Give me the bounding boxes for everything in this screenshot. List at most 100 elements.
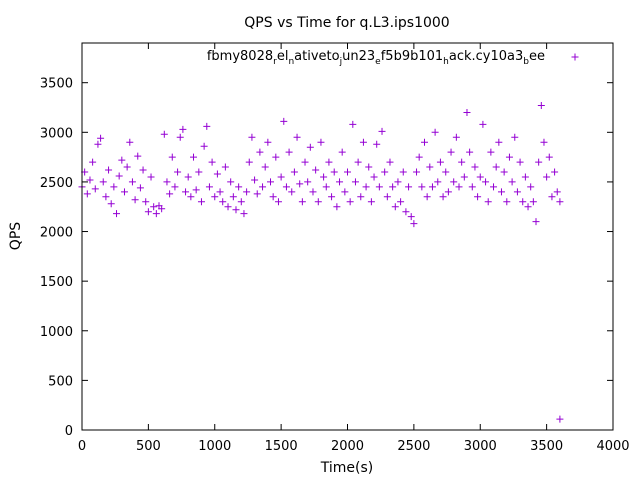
data-point: [150, 203, 158, 211]
legend-text-part: ack.cy10a3: [449, 49, 523, 64]
data-point: [290, 168, 298, 176]
data-point: [261, 163, 269, 171]
data-point: [428, 183, 436, 191]
data-point: [413, 168, 421, 176]
legend-subscript: j: [339, 57, 343, 67]
data-point: [123, 163, 131, 171]
data-point: [200, 142, 208, 150]
legend-text-part: ee: [529, 49, 545, 64]
data-point: [317, 138, 325, 146]
legend: fbmy8028relnativetojun23ef5b9b101hack.cy…: [207, 49, 579, 67]
y-tick-label: 2000: [40, 226, 73, 241]
data-point: [556, 198, 564, 206]
data-point: [543, 173, 551, 181]
data-point: [497, 188, 505, 196]
data-point: [131, 196, 139, 204]
data-point: [277, 173, 285, 181]
data-point: [298, 198, 306, 206]
data-point: [524, 203, 532, 211]
chart-title: QPS vs Time for q.L3.ips1000: [244, 15, 449, 31]
data-point: [442, 168, 450, 176]
data-point: [463, 108, 471, 116]
data-point: [184, 173, 192, 181]
data-point: [227, 178, 235, 186]
data-point: [365, 163, 373, 171]
data-point: [344, 168, 351, 176]
legend-text-part: f5b9b101: [381, 49, 443, 64]
data-point: [495, 138, 503, 146]
data-point: [259, 183, 267, 191]
data-point: [229, 193, 237, 201]
x-tick-label: 2000: [331, 439, 364, 454]
data-point: [537, 102, 545, 110]
data-point: [362, 183, 370, 191]
data-point: [357, 193, 365, 201]
data-point: [142, 198, 150, 206]
plot-area: [78, 102, 564, 423]
data-point: [375, 183, 383, 191]
data-point: [264, 138, 272, 146]
data-point: [527, 183, 535, 191]
legend-text-part: ative: [294, 49, 326, 64]
data-point: [389, 183, 397, 191]
data-point: [208, 158, 216, 166]
data-point: [120, 188, 128, 196]
data-point: [479, 120, 487, 128]
data-point: [455, 183, 463, 191]
data-point: [102, 193, 110, 201]
data-point: [351, 178, 359, 186]
data-point: [391, 203, 399, 211]
legend-text-part: t: [327, 49, 332, 64]
data-point: [370, 173, 378, 181]
data-point: [320, 173, 328, 181]
data-point: [282, 183, 290, 191]
data-point: [551, 168, 559, 176]
data-point: [309, 188, 317, 196]
data-point: [86, 176, 94, 184]
data-point: [325, 158, 333, 166]
x-axis-label: Time(s): [320, 460, 373, 476]
data-point: [399, 168, 407, 176]
data-point: [285, 148, 293, 156]
data-point: [115, 172, 123, 180]
data-point: [434, 178, 442, 186]
data-point: [450, 178, 458, 186]
data-point: [423, 193, 431, 201]
data-point: [458, 158, 466, 166]
data-point: [420, 138, 428, 146]
legend-subscript: e: [375, 57, 381, 67]
data-point: [381, 168, 389, 176]
data-point: [336, 178, 344, 186]
data-point: [521, 173, 529, 181]
data-point: [256, 148, 264, 156]
data-point: [274, 198, 282, 206]
data-point: [89, 158, 97, 166]
x-tick-label: 500: [136, 439, 161, 454]
data-point: [460, 173, 468, 181]
data-point: [466, 148, 474, 156]
x-tick-label: 3500: [530, 439, 563, 454]
data-point: [418, 183, 426, 191]
data-point: [158, 205, 166, 213]
data-point: [367, 198, 375, 206]
data-point: [126, 138, 134, 146]
legend-subscript: r: [273, 57, 277, 67]
data-point: [187, 193, 195, 201]
data-point: [314, 198, 322, 206]
data-point: [535, 158, 543, 166]
data-point: [152, 210, 160, 218]
data-point: [107, 200, 115, 208]
data-point: [476, 173, 484, 181]
data-point: [272, 153, 280, 161]
data-point: [402, 208, 410, 216]
data-point: [452, 133, 460, 141]
data-point: [197, 198, 205, 206]
data-point: [160, 130, 168, 138]
data-point: [94, 140, 102, 148]
data-point: [110, 183, 118, 191]
data-point: [179, 125, 187, 133]
data-point: [245, 158, 253, 166]
data-point: [540, 138, 548, 146]
data-point: [163, 178, 171, 186]
